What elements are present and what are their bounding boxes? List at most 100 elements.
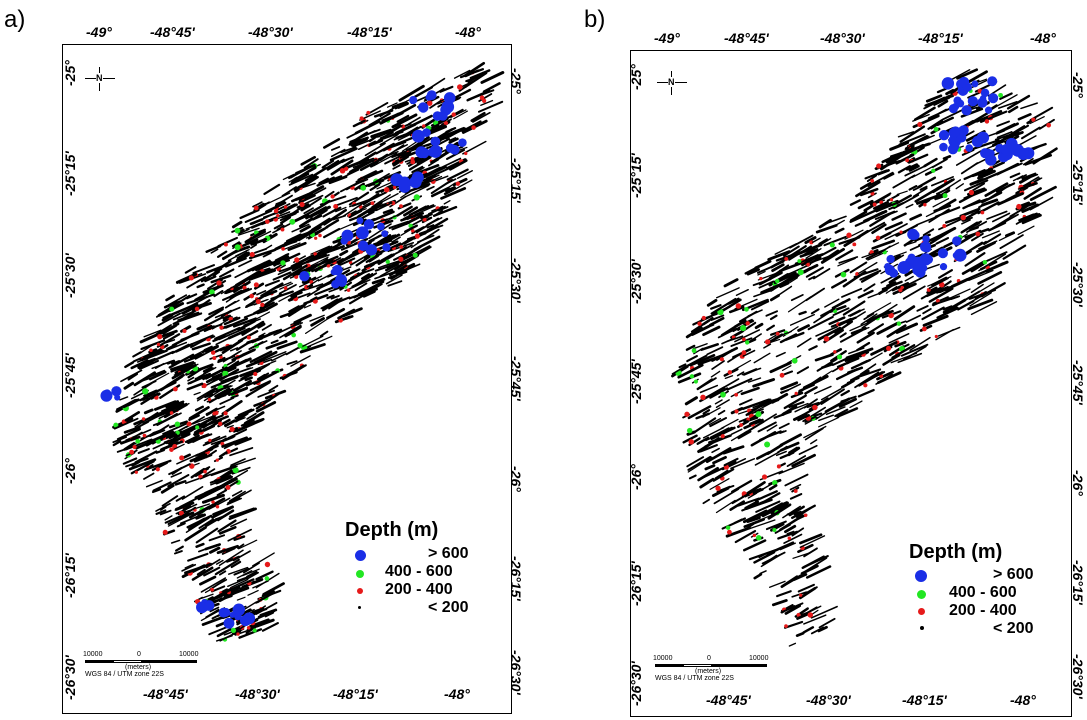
lineament-segment	[734, 530, 757, 544]
lineament-segment	[749, 519, 776, 530]
lineament-segment	[942, 305, 953, 311]
lineament-segment	[944, 215, 964, 224]
lineament-segment	[218, 570, 227, 576]
lineament-segment	[817, 326, 842, 341]
lineament-segment	[972, 112, 989, 123]
anomaly-200-400	[870, 179, 875, 183]
lineament-segment	[279, 203, 296, 212]
lineament-segment	[685, 344, 696, 351]
lineament-segment	[705, 435, 716, 442]
lineament-segment	[710, 346, 739, 362]
lineament-segment	[760, 553, 783, 568]
lineament-segment	[224, 440, 235, 448]
lineament-segment	[238, 259, 253, 268]
lineament-segment	[186, 276, 207, 289]
lineament-segment	[177, 312, 203, 323]
lineament-segment	[931, 158, 948, 168]
lineament-segment	[687, 455, 712, 471]
anomaly-200-400	[739, 423, 744, 427]
anomaly-gt600	[239, 615, 251, 627]
lineament-segment	[791, 527, 805, 537]
lineament-segment	[216, 578, 228, 586]
lineament-segment	[804, 427, 824, 441]
anomaly-200-400	[905, 158, 910, 163]
anomaly-gt600	[961, 105, 972, 116]
anomaly-200-400	[276, 213, 280, 218]
lineament-segment	[818, 414, 835, 422]
lineament-segment	[241, 578, 264, 589]
lineament-segment	[798, 444, 818, 455]
lineament-segment	[832, 307, 850, 317]
anomaly-gt600	[357, 240, 369, 251]
lineament-segment	[310, 317, 325, 327]
lineament-segment	[273, 255, 290, 267]
lineament-segment	[815, 409, 831, 420]
lineament-segment	[230, 578, 255, 591]
anomaly-gt600	[952, 236, 962, 246]
lineament-segment	[325, 159, 340, 169]
lineament-segment	[326, 294, 335, 300]
panel-b-legend-swatch-200-400	[918, 608, 925, 615]
lineament-segment	[840, 379, 855, 389]
anomaly-gt600	[223, 617, 235, 629]
lineament-segment	[235, 341, 250, 351]
anomaly-200-400	[684, 411, 690, 417]
lineament-segment	[864, 352, 883, 364]
anomaly-200-400	[399, 245, 404, 249]
anomaly-200-400	[219, 325, 224, 330]
lineament-segment	[870, 341, 898, 356]
lineament-segment	[928, 287, 954, 303]
lineament-segment	[745, 498, 773, 511]
lineament-segment	[1029, 116, 1045, 125]
anomaly-200-400	[283, 205, 288, 209]
lineament-segment	[702, 426, 725, 439]
anomaly-200-400	[796, 612, 801, 617]
lineament-segment	[431, 118, 449, 129]
lineament-segment	[228, 507, 257, 521]
lineament-segment	[908, 164, 920, 172]
lineament-segment	[686, 355, 698, 363]
lineament-segment	[936, 306, 959, 319]
panel-b-legend-title: Depth (m)	[909, 541, 1003, 563]
lineament-segment	[164, 515, 173, 521]
lineament-segment	[1002, 244, 1027, 260]
lineament-segment	[744, 260, 771, 275]
anomaly-gt600	[363, 219, 375, 230]
lineament-segment	[437, 138, 451, 146]
panel-b-legend-label-lt200: < 200	[993, 620, 1034, 637]
anomaly-200-400	[787, 536, 792, 540]
anomaly-200-400	[246, 335, 251, 340]
lineament-segment	[326, 307, 346, 320]
lineament-segment	[152, 481, 172, 492]
lineament-segment	[955, 150, 982, 166]
lineament-segment	[856, 368, 882, 379]
lineament-segment	[820, 388, 842, 401]
lineament-segment	[270, 339, 279, 344]
lineament-segment	[731, 479, 753, 493]
lineament-segment	[208, 306, 225, 316]
lineament-segment	[807, 315, 834, 331]
lineament-segment	[249, 311, 271, 323]
lineament-segment	[907, 153, 929, 164]
panel-b-scale-left-label: 10000	[653, 655, 673, 662]
lineament-segment	[392, 164, 401, 170]
lineament-segment	[218, 327, 246, 341]
lineament-segment	[937, 99, 949, 108]
lineament-segment	[757, 270, 766, 276]
lineament-segment	[693, 347, 704, 355]
lineament-segment	[691, 324, 711, 336]
lineament-segment	[797, 413, 808, 419]
panel-b-legend-label-gt600: > 600	[993, 566, 1034, 583]
anomaly-200-400	[229, 426, 235, 432]
lineament-segment	[293, 313, 312, 324]
lineament-segment	[453, 110, 468, 120]
lineament-segment	[941, 107, 966, 121]
lineament-segment	[812, 237, 821, 243]
anomaly-200-400	[194, 306, 200, 312]
lineament-segment	[228, 490, 246, 502]
lineament-segment	[202, 284, 224, 294]
anomaly-gt600	[980, 88, 990, 98]
anomaly-400-600	[289, 218, 296, 225]
lineament-segment	[995, 213, 1019, 228]
anomaly-gt600	[897, 261, 911, 275]
